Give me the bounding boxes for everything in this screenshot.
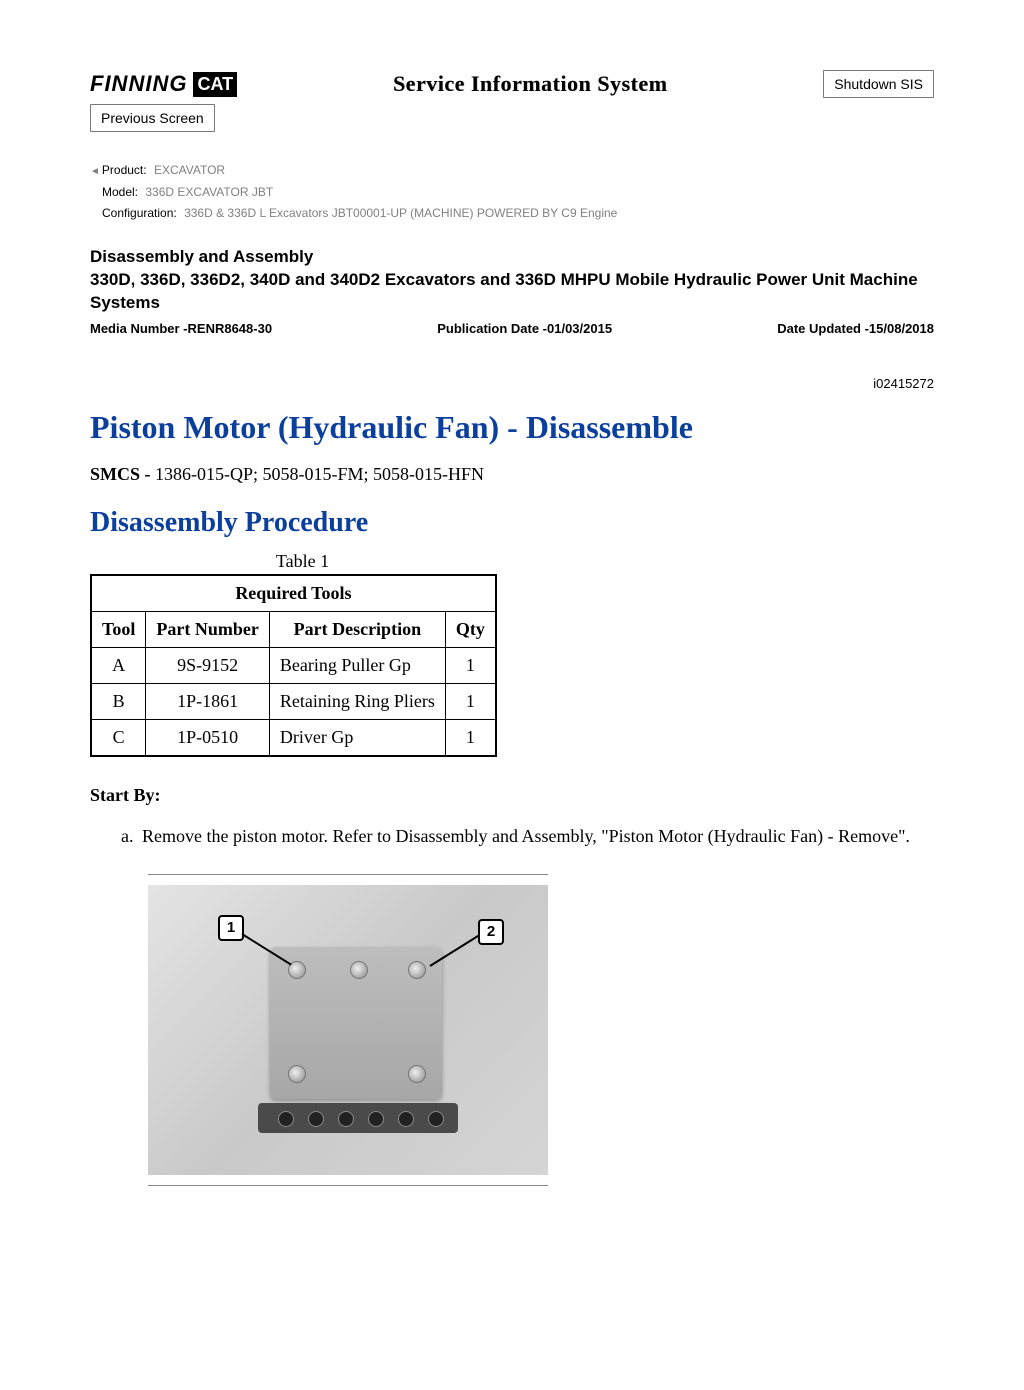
doc-type: Disassembly and Assembly bbox=[90, 247, 934, 267]
model-value: 336D EXCAVATOR JBT bbox=[145, 185, 273, 199]
previous-screen-button[interactable]: Previous Screen bbox=[90, 104, 215, 132]
publication-date: Publication Date -01/03/2015 bbox=[437, 321, 612, 336]
col-qty: Qty bbox=[445, 611, 496, 647]
callout-1: 1 bbox=[218, 915, 244, 941]
back-arrow-icon[interactable]: ◄ bbox=[90, 166, 100, 177]
model-label: Model: bbox=[102, 185, 138, 199]
bolt-icon bbox=[408, 961, 426, 979]
figure-image: 1 2 bbox=[148, 885, 548, 1175]
cell: 1 bbox=[445, 683, 496, 719]
step-a: Remove the piston motor. Refer to Disass… bbox=[138, 824, 934, 848]
table-row: C 1P-0510 Driver Gp 1 bbox=[91, 719, 496, 756]
port-hole-icon bbox=[338, 1111, 354, 1127]
steps-list: Remove the piston motor. Refer to Disass… bbox=[90, 824, 934, 848]
col-part-number: Part Number bbox=[146, 611, 269, 647]
required-tools-table: Required Tools Tool Part Number Part Des… bbox=[90, 574, 497, 757]
logo-cat-badge: CAT bbox=[193, 72, 237, 97]
cell: 1P-0510 bbox=[146, 719, 269, 756]
media-number: Media Number -RENR8648-30 bbox=[90, 321, 272, 336]
logo-block: FINNING CAT bbox=[90, 71, 237, 97]
cell: 1P-1861 bbox=[146, 683, 269, 719]
main-title: Piston Motor (Hydraulic Fan) - Disassemb… bbox=[90, 409, 934, 446]
port-hole-icon bbox=[368, 1111, 384, 1127]
cell: C bbox=[91, 719, 146, 756]
cell: B bbox=[91, 683, 146, 719]
figure-rule-top bbox=[148, 874, 548, 875]
col-part-description: Part Description bbox=[269, 611, 445, 647]
cell: 1 bbox=[445, 647, 496, 683]
cell: A bbox=[91, 647, 146, 683]
cell: 1 bbox=[445, 719, 496, 756]
shutdown-sis-button[interactable]: Shutdown SIS bbox=[823, 70, 934, 98]
product-value: EXCAVATOR bbox=[154, 163, 225, 177]
table-title: Required Tools bbox=[91, 575, 496, 612]
product-meta-block: ◄Product: EXCAVATOR Model: 336D EXCAVATO… bbox=[90, 160, 934, 225]
config-value: 336D & 336D L Excavators JBT00001-UP (MA… bbox=[184, 206, 617, 220]
doc-subtitle: 330D, 336D, 336D2, 340D and 340D2 Excava… bbox=[90, 269, 934, 315]
table-row: B 1P-1861 Retaining Ring Pliers 1 bbox=[91, 683, 496, 719]
port-hole-icon bbox=[308, 1111, 324, 1127]
bolt-icon bbox=[350, 961, 368, 979]
cell: Bearing Puller Gp bbox=[269, 647, 445, 683]
port-hole-icon bbox=[398, 1111, 414, 1127]
bolt-icon bbox=[408, 1065, 426, 1083]
bolt-icon bbox=[288, 1065, 306, 1083]
col-tool: Tool bbox=[91, 611, 146, 647]
reference-id: i02415272 bbox=[90, 376, 934, 391]
table-row: A 9S-9152 Bearing Puller Gp 1 bbox=[91, 647, 496, 683]
logo-finning-text: FINNING bbox=[90, 71, 187, 97]
date-updated: Date Updated -15/08/2018 bbox=[777, 321, 934, 336]
figure-rule-bottom bbox=[148, 1185, 548, 1186]
table-caption: Table 1 bbox=[90, 551, 515, 572]
cell: Driver Gp bbox=[269, 719, 445, 756]
port-hole-icon bbox=[428, 1111, 444, 1127]
section-title: Disassembly Procedure bbox=[90, 507, 934, 539]
cell: 9S-9152 bbox=[146, 647, 269, 683]
figure-block: 1 2 bbox=[148, 874, 548, 1186]
cell: Retaining Ring Pliers bbox=[269, 683, 445, 719]
smcs-value: 1386-015-QP; 5058-015-FM; 5058-015-HFN bbox=[155, 464, 484, 484]
product-label: Product: bbox=[102, 163, 147, 177]
port-hole-icon bbox=[278, 1111, 294, 1127]
config-label: Configuration: bbox=[102, 206, 177, 220]
sis-title: Service Information System bbox=[393, 71, 668, 97]
smcs-label: SMCS - bbox=[90, 464, 155, 484]
callout-2: 2 bbox=[478, 919, 504, 945]
start-by-label: Start By: bbox=[90, 785, 934, 806]
